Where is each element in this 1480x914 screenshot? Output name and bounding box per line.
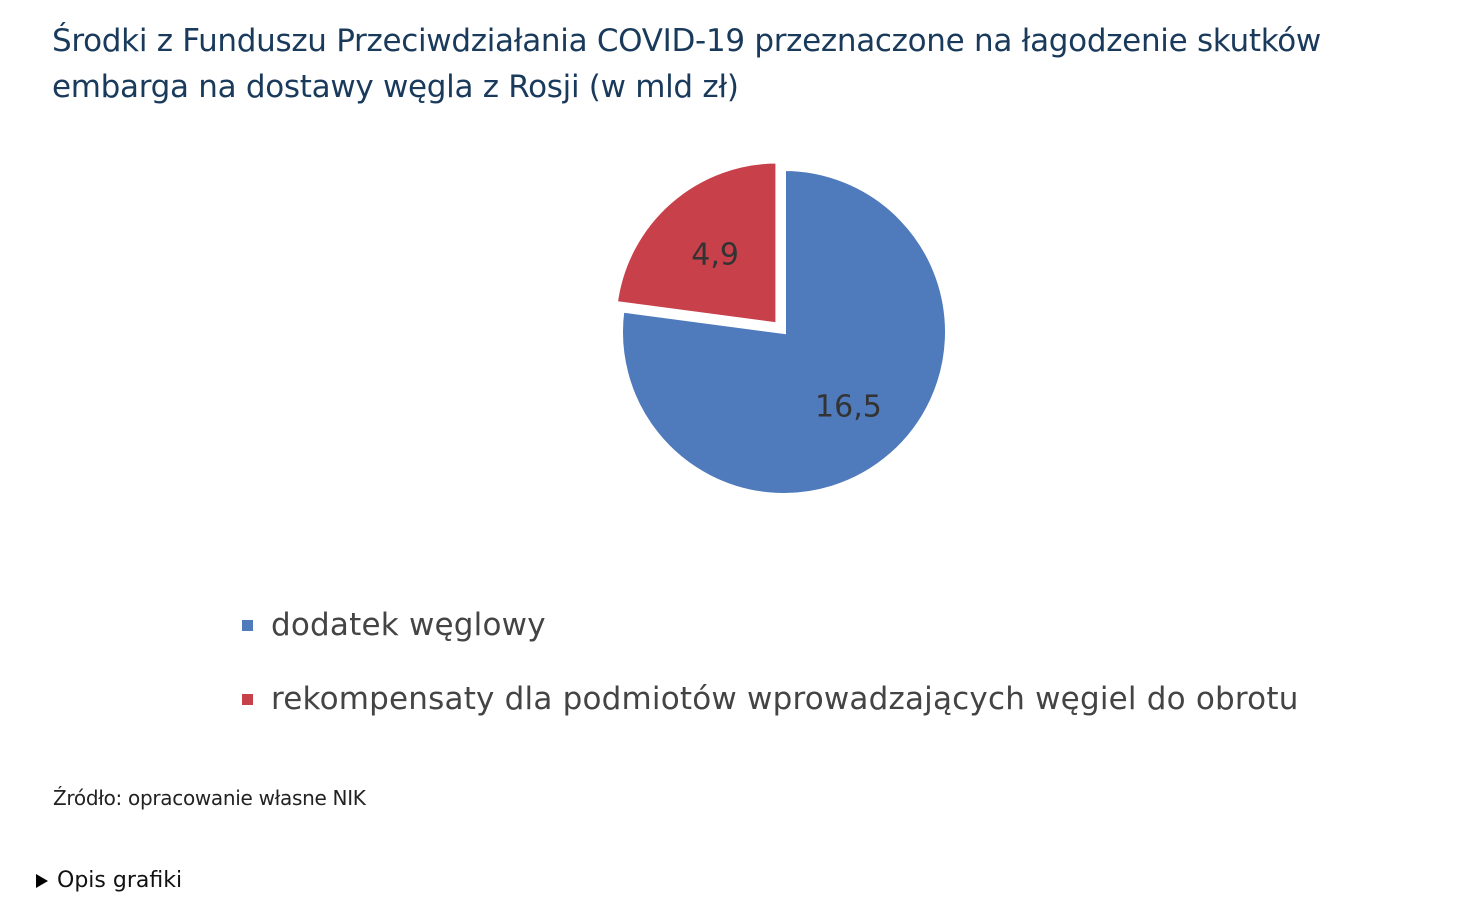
pie-slice-label-2: 4,9 — [691, 237, 739, 272]
legend-label-1: dodatek węglowy — [271, 607, 546, 643]
pie-slice-1 — [619, 166, 949, 497]
chart-title: Środki z Funduszu Przeciwdziałania COVID… — [52, 18, 1432, 110]
chart-title-line-2: embarga na dostawy węgla z Rosji (w mld … — [52, 69, 739, 105]
graphic-description-toggle[interactable]: Opis grafiki — [36, 868, 182, 893]
pie-slice-2 — [613, 159, 780, 327]
legend-label-2: rekompensaty dla podmiotów wprowadzający… — [271, 681, 1299, 717]
source-note: Źródło: opracowanie własne NIK — [53, 786, 366, 810]
legend-item-2: rekompensaty dla podmiotów wprowadzający… — [242, 662, 1299, 736]
chart-legend: dodatek węglowy rekompensaty dla podmiotó… — [242, 588, 1299, 736]
graphic-description-label: Opis grafiki — [57, 868, 183, 893]
disclosure-triangle-icon — [36, 873, 48, 888]
chart-title-line-1: Środki z Funduszu Przeciwdziałania COVID… — [52, 23, 1321, 59]
legend-swatch-2 — [242, 693, 253, 705]
pie-slice-label-1: 16,5 — [815, 390, 882, 425]
legend-swatch-1 — [242, 619, 253, 631]
legend-item-1: dodatek węglowy — [242, 588, 1299, 662]
